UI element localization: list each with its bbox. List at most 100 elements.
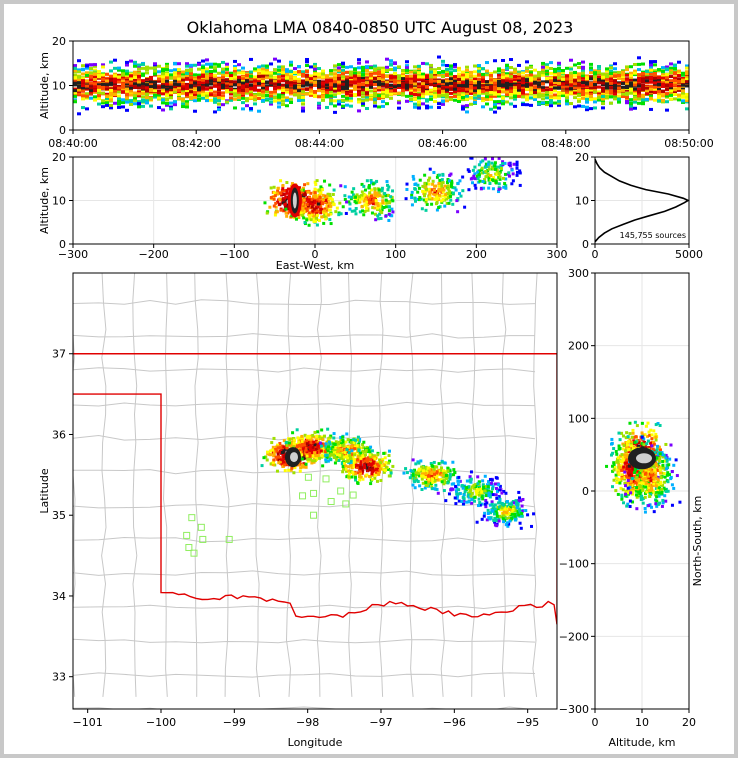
time-altitude-source xyxy=(433,75,437,79)
time-altitude-source xyxy=(113,101,117,105)
ew-source xyxy=(265,211,269,215)
time-altitude-source xyxy=(629,74,633,78)
time-altitude-source xyxy=(605,78,609,82)
time-altitude-source xyxy=(501,82,505,86)
ew-source xyxy=(284,207,288,211)
time-altitude-source xyxy=(221,79,225,83)
time-altitude-source xyxy=(293,86,297,90)
time-altitude-source xyxy=(81,79,85,83)
ew-source xyxy=(358,198,362,202)
time-altitude-source xyxy=(133,98,137,102)
time-altitude-source xyxy=(457,94,461,98)
time-altitude-source xyxy=(137,105,141,109)
time-altitude-source xyxy=(373,83,377,87)
time-altitude-source xyxy=(81,97,85,101)
time-altitude-source xyxy=(589,77,593,81)
time-altitude-source xyxy=(401,84,405,88)
time-altitude-source xyxy=(305,81,309,85)
ew-source xyxy=(311,202,315,206)
time-altitude-source xyxy=(617,76,621,80)
time-altitude-source xyxy=(241,77,245,81)
ew-source xyxy=(378,202,382,206)
time-altitude-source xyxy=(481,91,485,95)
ew-source xyxy=(319,206,323,210)
time-altitude-source xyxy=(229,77,233,81)
time-altitude-source xyxy=(617,70,621,74)
time-altitude-source xyxy=(141,95,145,99)
ew-source xyxy=(281,184,285,188)
time-altitude-source xyxy=(541,101,545,105)
time-altitude-source xyxy=(353,93,357,97)
ew-source xyxy=(283,192,287,196)
time-altitude-source xyxy=(309,89,313,93)
time-altitude-source xyxy=(213,90,217,94)
time-altitude-source xyxy=(181,91,185,95)
time-altitude-source xyxy=(553,67,557,71)
time-altitude-source xyxy=(297,94,301,98)
time-altitude-source xyxy=(593,80,597,84)
time-altitude-source xyxy=(525,95,529,99)
time-altitude-source xyxy=(657,88,661,92)
time-altitude-source xyxy=(549,87,553,91)
ew-source xyxy=(305,218,309,222)
time-altitude-source xyxy=(501,80,505,84)
time-altitude-source xyxy=(609,95,613,99)
time-altitude-source xyxy=(157,64,161,68)
time-altitude-source xyxy=(133,96,137,100)
time-altitude-source xyxy=(265,90,269,94)
time-altitude-source xyxy=(477,96,481,100)
time-altitude-source xyxy=(537,74,541,78)
time-altitude-source xyxy=(553,101,557,105)
time-altitude-source xyxy=(509,92,513,96)
time-altitude-source xyxy=(465,91,469,95)
time-altitude-source xyxy=(517,89,521,93)
time-altitude-source xyxy=(333,80,337,84)
time-altitude-source xyxy=(453,76,457,80)
time-altitude-source xyxy=(517,72,521,76)
time-altitude-source xyxy=(213,62,217,66)
time-altitude-source xyxy=(497,67,501,71)
time-altitude-source xyxy=(597,98,601,102)
ew-source xyxy=(344,211,348,215)
time-altitude-source xyxy=(257,82,261,86)
time-altitude-source xyxy=(365,98,369,102)
time-altitude-source xyxy=(129,72,133,76)
time-altitude-source xyxy=(633,81,637,85)
time-altitude-source xyxy=(213,73,217,77)
ew-source xyxy=(375,206,379,210)
time-altitude-source xyxy=(501,58,505,62)
time-altitude-source xyxy=(309,65,313,69)
time-altitude-source xyxy=(185,64,189,68)
time-altitude-source xyxy=(217,78,221,82)
time-altitude-source xyxy=(633,83,637,87)
time-altitude-source xyxy=(417,82,421,86)
time-altitude-source xyxy=(441,92,445,96)
time-altitude-source xyxy=(373,97,377,101)
ew-source xyxy=(360,205,364,209)
time-altitude-source xyxy=(357,85,361,89)
ew-source xyxy=(375,191,379,195)
time-altitude-source xyxy=(289,70,293,74)
time-altitude-source xyxy=(525,87,529,91)
time-altitude-source xyxy=(297,72,301,76)
time-altitude-source xyxy=(549,61,553,65)
time-altitude-source xyxy=(685,64,689,68)
time-altitude-source xyxy=(437,73,441,77)
time-altitude-source xyxy=(593,71,597,75)
time-altitude-source xyxy=(77,70,81,74)
ew-source xyxy=(319,185,323,189)
time-altitude-source xyxy=(557,101,561,105)
time-altitude-source xyxy=(481,79,485,83)
time-altitude-source xyxy=(97,70,101,74)
time-altitude-source xyxy=(613,86,617,90)
time-altitude-source xyxy=(553,78,557,82)
time-altitude-source xyxy=(177,92,181,96)
time-altitude-source xyxy=(657,76,661,80)
time-altitude-source xyxy=(677,77,681,81)
time-altitude-source xyxy=(273,99,277,103)
time-altitude-source xyxy=(521,77,525,81)
time-altitude-source xyxy=(261,74,265,78)
time-altitude-source xyxy=(473,74,477,78)
time-altitude-source xyxy=(413,93,417,97)
time-altitude-source xyxy=(261,90,265,94)
